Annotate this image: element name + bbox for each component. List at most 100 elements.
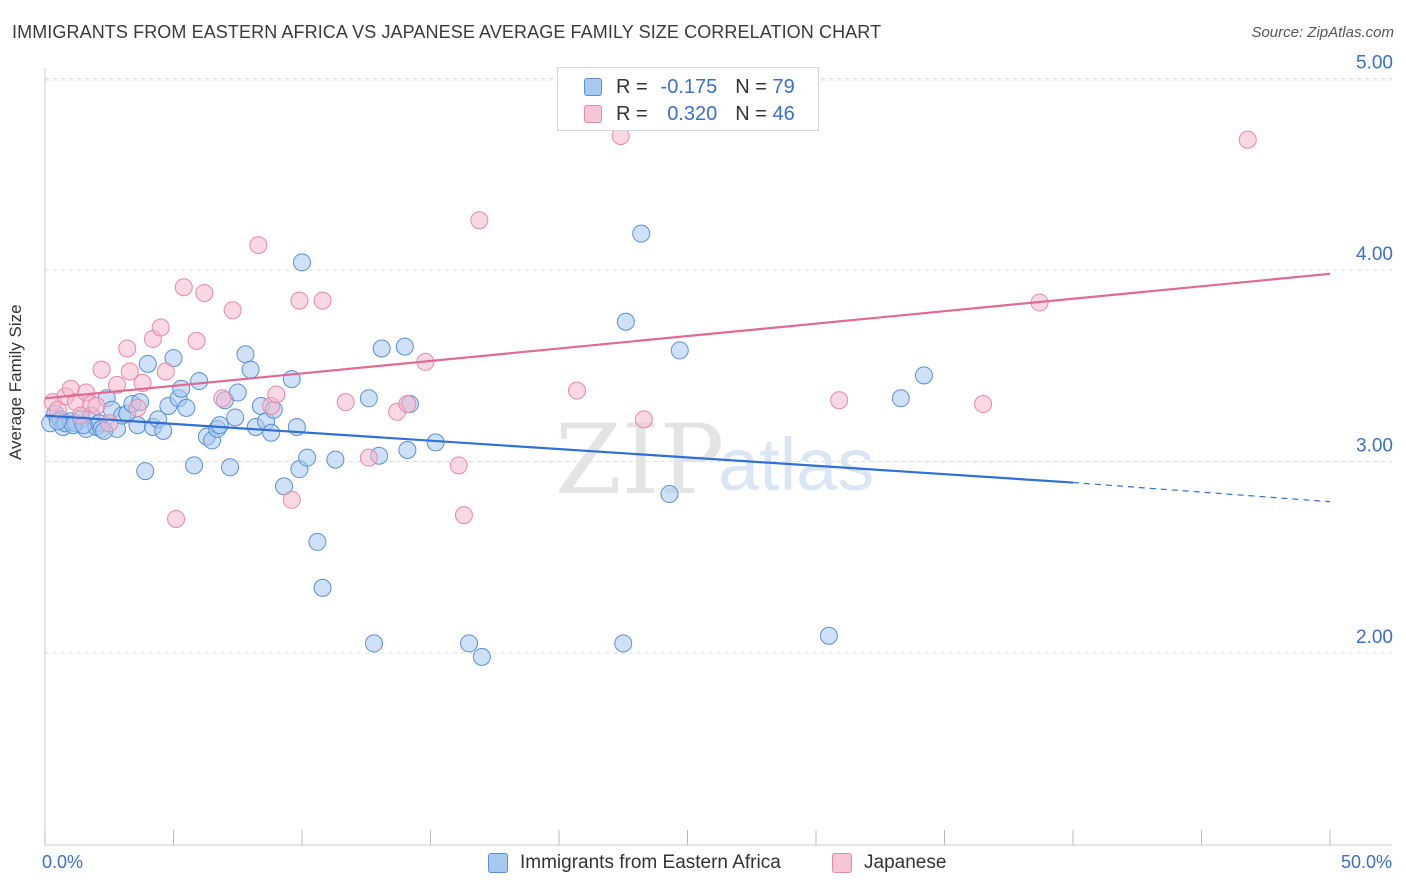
blue-point [185, 456, 204, 475]
blue-point [293, 253, 311, 272]
pink-point [213, 389, 232, 408]
y-axis-label: Average Family Size [6, 304, 25, 460]
blue-point [359, 389, 378, 408]
blue-point [914, 366, 933, 385]
blue-trend-extension [1072, 481, 1331, 503]
blue-point [164, 349, 183, 368]
pink-point [156, 362, 175, 381]
legend-r-label: R = [616, 102, 648, 125]
pink-point [118, 339, 137, 358]
blue-point [262, 423, 281, 442]
legend-r-label: R = [616, 75, 648, 98]
pink-point [359, 448, 378, 467]
legend-n-label: N = [735, 102, 767, 125]
x-max-label: 50.0% [1340, 852, 1392, 872]
y-tick-label: 2.00 [1356, 627, 1393, 648]
blue-trend-line [44, 414, 1074, 484]
pink-point [470, 211, 489, 230]
pink-point [87, 396, 106, 415]
blue-point [364, 634, 383, 653]
pink-point [454, 506, 473, 525]
blue-point [632, 224, 651, 243]
pink-point [167, 509, 186, 528]
bottom-legend-label: Immigrants from Eastern Africa [520, 852, 781, 873]
blue-point [372, 339, 391, 358]
pink-point [133, 373, 152, 392]
pink-point [107, 375, 126, 394]
pink-point [151, 318, 170, 337]
blue-point [308, 532, 327, 551]
blue-point [177, 398, 196, 417]
legend-n-label: N = [735, 75, 767, 98]
blue-point [241, 360, 260, 379]
blue-point [660, 485, 679, 504]
blue-swatch [488, 853, 508, 873]
blue-point [670, 341, 689, 360]
blue-point [154, 421, 173, 440]
pink-point [267, 385, 286, 404]
blue-point [138, 354, 157, 373]
pink-point [1238, 130, 1257, 149]
pink-point [449, 456, 468, 475]
chart-source: Source: ZipAtlas.com [1251, 24, 1394, 41]
pink-point [92, 360, 111, 379]
y-tick-label: 3.00 [1356, 436, 1393, 457]
blue-point [398, 441, 417, 460]
pink-point [100, 414, 119, 433]
blue-point [472, 647, 491, 666]
blue-point [616, 312, 635, 331]
blue-point [128, 416, 147, 435]
pink-point [48, 400, 67, 419]
blue-point [819, 626, 838, 645]
blue-point [275, 477, 294, 496]
pink-point [249, 236, 268, 255]
blue-point [210, 416, 229, 435]
correlation-legend: R = -0.175 N = 79 R = 0.320 N = 46 [557, 67, 819, 131]
blue-point [395, 337, 414, 356]
bottom-legend-blue: Immigrants from Eastern Africa [488, 852, 781, 874]
blue-point [614, 634, 633, 653]
pink-trend-line [44, 272, 1331, 400]
pink-point [282, 490, 301, 509]
blue-point [298, 448, 317, 467]
blue-point [891, 389, 910, 408]
blue-point [326, 450, 345, 469]
y-tick-label: 5.00 [1356, 53, 1393, 74]
pink-point [223, 301, 242, 320]
pink-point [128, 398, 147, 417]
blue-point [236, 345, 255, 364]
pink-point [187, 331, 206, 350]
pink-point [398, 395, 417, 414]
blue-swatch [584, 78, 602, 96]
legend-r-value: 0.320 [667, 102, 718, 125]
blue-point [190, 372, 209, 391]
blue-point [221, 458, 240, 477]
blue-point [313, 578, 332, 597]
pink-swatch [832, 853, 852, 873]
pink-point [634, 410, 653, 429]
chart-title: IMMIGRANTS FROM EASTERN AFRICA VS JAPANE… [12, 22, 882, 42]
blue-point [172, 379, 191, 398]
legend-n-value: 46 [772, 102, 795, 125]
pink-point [974, 395, 993, 414]
bottom-legend-label: Japanese [864, 852, 947, 873]
pink-point [830, 391, 849, 410]
pink-point [313, 291, 332, 310]
legend-row-pink: R = 0.320 N = 46 [584, 102, 795, 126]
legend-row-blue: R = -0.175 N = 79 [584, 75, 795, 99]
y-tick-label: 4.00 [1356, 244, 1393, 265]
blue-point [228, 383, 247, 402]
pink-point [195, 283, 214, 302]
x-min-label: 0.0% [42, 852, 84, 872]
pink-point [290, 291, 309, 310]
pink-point [174, 278, 193, 297]
legend-r-value: -0.175 [660, 75, 718, 98]
pink-point [567, 381, 586, 400]
blue-point [226, 408, 245, 427]
blue-point [136, 462, 155, 481]
pink-point [71, 406, 90, 425]
pink-point [336, 393, 355, 412]
pink-swatch [584, 105, 602, 123]
blue-point [460, 634, 479, 653]
